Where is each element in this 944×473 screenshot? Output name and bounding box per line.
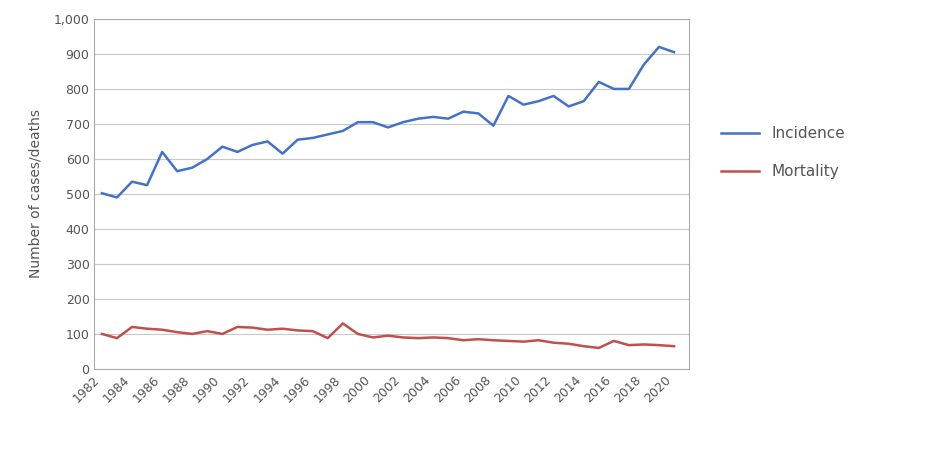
Mortality [277,326,288,332]
Mortality [217,331,228,337]
Line: Incidence: Incidence [102,47,674,197]
Incidence [593,79,604,85]
Mortality [518,339,530,344]
Incidence [443,116,454,122]
Incidence [96,191,108,196]
Mortality [578,343,589,349]
Incidence [488,123,499,129]
Mortality [367,334,379,340]
Mortality [126,324,138,330]
Mortality [322,335,333,341]
Incidence [142,183,153,188]
Incidence [578,98,589,104]
Incidence [413,116,424,122]
Mortality [443,335,454,341]
Incidence [638,61,649,67]
Incidence [277,151,288,157]
Mortality [142,326,153,332]
Mortality [261,327,273,333]
Mortality [608,338,619,344]
Mortality [187,331,198,337]
Incidence [246,142,258,148]
Incidence [202,156,213,162]
Incidence [548,93,559,99]
Incidence [217,144,228,149]
Incidence [533,98,545,104]
Incidence [337,128,348,134]
Mortality [337,321,348,326]
Incidence [232,149,244,155]
Mortality [246,325,258,331]
Incidence [157,149,168,155]
Y-axis label: Number of cases/deaths: Number of cases/deaths [28,109,42,279]
Mortality [352,331,363,337]
Mortality [668,343,680,349]
Incidence [608,86,619,92]
Mortality [307,328,318,334]
Mortality [458,337,469,343]
Incidence [322,131,333,137]
Incidence [261,139,273,144]
Mortality [533,337,545,343]
Mortality [548,340,559,345]
Mortality [172,329,183,335]
Mortality [413,335,424,341]
Incidence [458,109,469,114]
Mortality [232,324,244,330]
Incidence [111,194,123,200]
Mortality [473,336,484,342]
Incidence [473,111,484,116]
Mortality [428,334,439,340]
Mortality [623,342,634,348]
Mortality [96,331,108,337]
Mortality [382,333,394,339]
Incidence [653,44,665,50]
Incidence [172,168,183,174]
Mortality [503,338,514,344]
Mortality [563,341,574,347]
Mortality [397,334,409,340]
Incidence [428,114,439,120]
Incidence [126,179,138,184]
Mortality [488,337,499,343]
Mortality [292,328,303,333]
Incidence [292,137,303,142]
Incidence [352,119,363,125]
Incidence [563,104,574,109]
Incidence [307,135,318,141]
Incidence [623,86,634,92]
Incidence [382,124,394,130]
Mortality [653,342,665,348]
Incidence [518,102,530,107]
Incidence [397,119,409,125]
Mortality [638,342,649,347]
Incidence [187,165,198,171]
Legend: Incidence, Mortality: Incidence, Mortality [709,114,857,192]
Mortality [593,345,604,351]
Incidence [668,49,680,55]
Incidence [503,93,514,99]
Incidence [367,119,379,125]
Mortality [202,328,213,334]
Line: Mortality: Mortality [102,324,674,348]
Mortality [111,335,123,341]
Mortality [157,327,168,333]
